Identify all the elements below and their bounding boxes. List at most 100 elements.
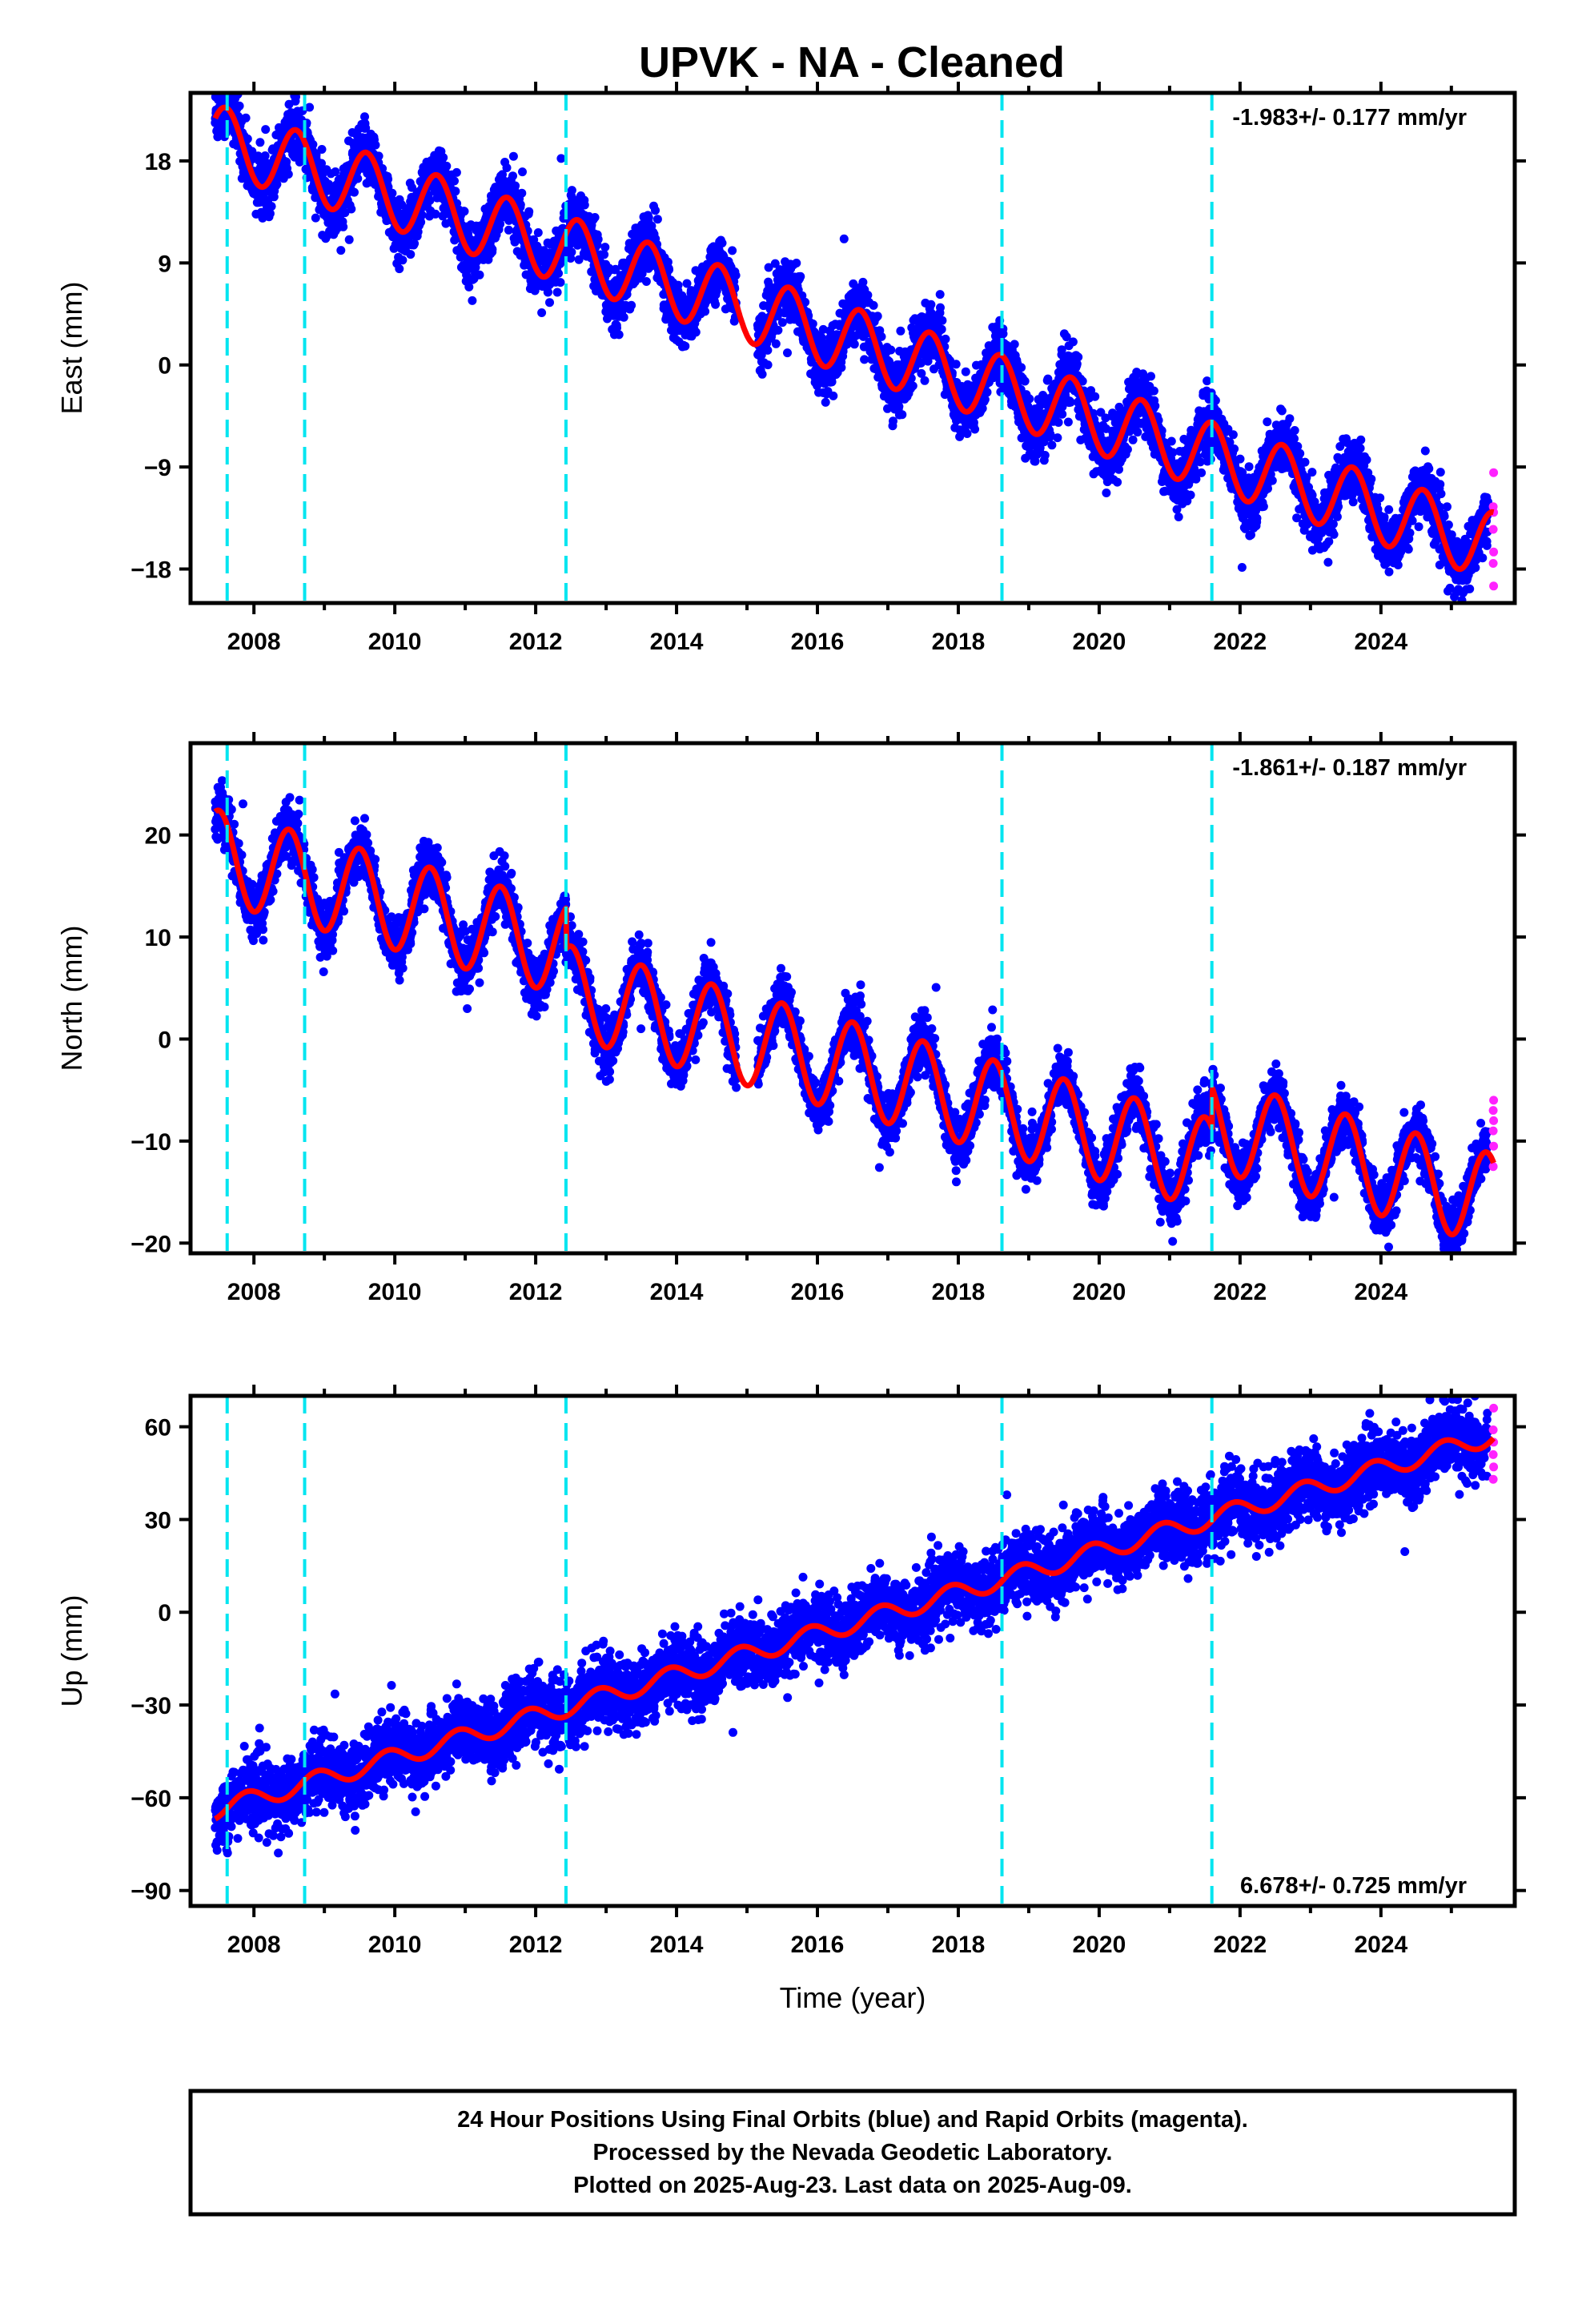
east-point xyxy=(651,206,660,215)
east-point xyxy=(796,271,805,281)
east-point xyxy=(360,112,369,122)
east-point xyxy=(941,334,950,344)
east-point xyxy=(982,388,992,397)
east-point xyxy=(488,244,497,254)
east-point xyxy=(265,209,275,219)
east-point xyxy=(711,300,721,309)
east-point xyxy=(537,308,547,317)
east-point xyxy=(849,340,859,349)
east-point xyxy=(614,330,624,340)
chart-title: UPVK - NA - Cleaned xyxy=(639,38,1065,86)
east-point xyxy=(502,163,512,172)
east-point xyxy=(1113,477,1122,487)
east-point xyxy=(782,303,791,312)
east-point xyxy=(681,341,690,351)
east-point xyxy=(374,151,383,161)
east-point xyxy=(283,170,293,179)
east-point xyxy=(701,307,710,316)
east-point xyxy=(1043,374,1053,384)
east-point xyxy=(731,271,741,280)
east-point xyxy=(395,264,404,274)
east-point xyxy=(468,296,477,305)
east-point xyxy=(311,213,320,223)
east-point xyxy=(344,235,354,244)
east-point xyxy=(308,78,317,86)
east-point xyxy=(450,176,459,186)
east-point xyxy=(235,101,244,111)
east-point xyxy=(619,312,628,322)
east-point xyxy=(1025,394,1034,404)
east-point xyxy=(637,269,647,279)
east-point xyxy=(1054,418,1063,427)
east-point xyxy=(889,416,897,426)
east-point xyxy=(920,376,930,385)
east-point xyxy=(998,329,1008,339)
east-point xyxy=(397,200,407,210)
east-point xyxy=(665,265,674,275)
east-point xyxy=(717,239,727,247)
east-point xyxy=(1053,433,1062,443)
east-point xyxy=(1063,417,1073,427)
east-point xyxy=(544,287,552,297)
east-point xyxy=(221,82,230,90)
east-point xyxy=(764,263,773,272)
east-point xyxy=(336,246,346,255)
east-point xyxy=(511,181,520,191)
east-point xyxy=(970,424,980,434)
east-point xyxy=(1102,489,1111,497)
east-point xyxy=(821,397,830,407)
east-point xyxy=(728,246,737,255)
east-point xyxy=(241,113,251,123)
east-point xyxy=(770,259,780,268)
east-point xyxy=(261,125,271,135)
east-point xyxy=(347,204,356,214)
east-point xyxy=(267,202,276,211)
east-point xyxy=(554,268,563,278)
east-point xyxy=(516,200,525,209)
east-point xyxy=(777,318,787,328)
east-plot-area xyxy=(211,78,1499,603)
east-point xyxy=(317,159,326,168)
east-point xyxy=(962,429,972,438)
east-point xyxy=(691,328,701,337)
east-point xyxy=(350,187,359,197)
east-point xyxy=(533,228,543,237)
east-point xyxy=(873,312,882,321)
east-point xyxy=(518,167,527,177)
east-point xyxy=(305,103,315,112)
east-point xyxy=(1090,392,1100,401)
east-point xyxy=(517,188,527,198)
east-point xyxy=(442,161,452,171)
east-point xyxy=(858,277,868,287)
east-point xyxy=(1166,436,1176,446)
east-point xyxy=(837,363,846,372)
east-point xyxy=(612,324,621,332)
east-point xyxy=(425,195,435,205)
east-point xyxy=(556,278,565,287)
east-point xyxy=(839,234,849,243)
east-point xyxy=(460,207,469,216)
east-point xyxy=(896,326,905,336)
east-point xyxy=(757,369,767,379)
east-point xyxy=(308,139,318,149)
east-point xyxy=(961,367,970,376)
east-point xyxy=(937,324,946,334)
east-point xyxy=(763,360,773,370)
east-point xyxy=(673,280,683,290)
east-point xyxy=(886,345,896,355)
east-point xyxy=(439,153,448,163)
east-point xyxy=(331,167,340,176)
east-point xyxy=(291,93,300,102)
east-point xyxy=(1122,444,1132,454)
east-point xyxy=(361,123,371,133)
east-point xyxy=(552,287,562,297)
east-point xyxy=(431,209,440,219)
east-point xyxy=(524,207,534,216)
east-point xyxy=(600,250,609,259)
east-point xyxy=(417,210,427,219)
east-point xyxy=(243,134,252,143)
east-point xyxy=(508,171,517,181)
east-point xyxy=(641,277,651,286)
east-point xyxy=(829,391,838,400)
